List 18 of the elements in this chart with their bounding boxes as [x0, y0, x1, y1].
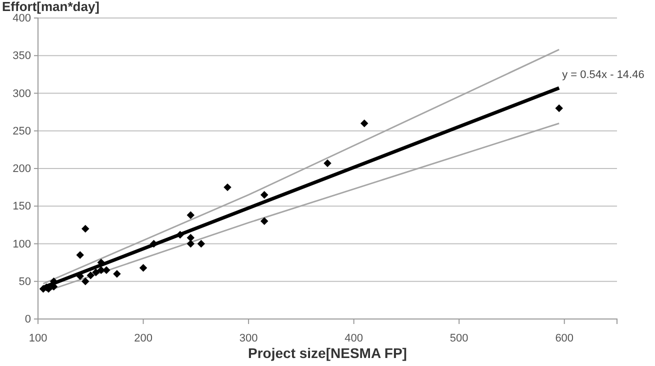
x-tick-label: 400: [344, 332, 363, 344]
y-tick-label: 50: [18, 276, 31, 288]
y-tick-label: 350: [12, 50, 31, 62]
y-axis-title: Effort[man*day]: [2, 0, 100, 14]
y-tick-label: 200: [12, 163, 31, 176]
x-tick-label: 600: [555, 332, 574, 344]
x-tick-label: 100: [28, 332, 48, 344]
x-tick-label: 300: [239, 332, 258, 344]
annotation: y = 0.54x - 14.46: [562, 68, 644, 81]
x-axis-title: Project size[NESMA FP]: [248, 345, 407, 361]
x-tick-label: 500: [450, 332, 468, 344]
y-tick-label: 0: [24, 314, 31, 326]
x-tick-label: 200: [134, 332, 152, 344]
y-tick-label: 150: [12, 200, 31, 213]
y-tick-label: 250: [12, 125, 31, 138]
y-tick-label: 100: [12, 238, 31, 250]
y-tick-label: 400: [12, 12, 31, 25]
y-tick-label: 300: [12, 88, 31, 100]
